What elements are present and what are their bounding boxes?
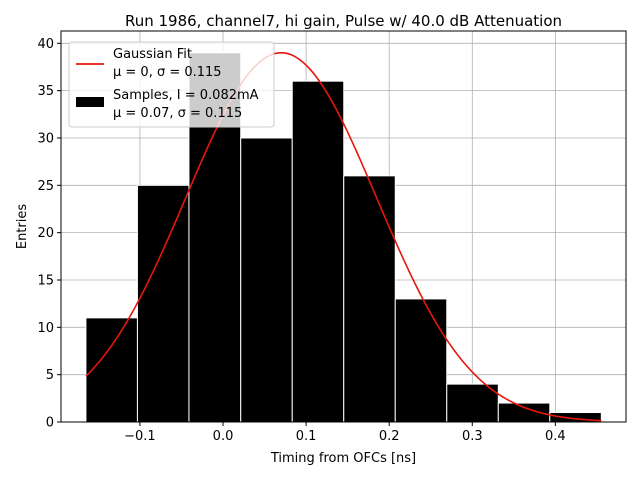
histogram-bars	[85, 52, 602, 423]
y-tick-label: 40	[37, 37, 54, 52]
histogram-bar	[446, 383, 499, 423]
histogram-bar	[343, 175, 396, 423]
y-tick-label: 35	[37, 84, 54, 99]
y-tick-label: 0	[46, 416, 54, 431]
legend-box	[68, 41, 275, 128]
histogram-bar	[85, 317, 138, 423]
legend-samples-swatch	[76, 97, 104, 107]
y-tick-label: 20	[37, 226, 54, 241]
x-tick-label: 0.2	[379, 429, 400, 444]
chart-title: Run 1986, channel7, hi gain, Pulse w/ 40…	[125, 12, 562, 30]
axis-ticks: −0.1 0.0 0.1 0.2 0.3 0.4 0 5 10 15 20 25 30 35 40	[37, 37, 565, 444]
histogram-bar	[291, 80, 345, 423]
x-tick-label: 0.3	[462, 429, 483, 444]
x-tick-label: 0.0	[213, 429, 234, 444]
gaussian-fit-layer	[85, 51, 602, 422]
y-tick-label: 5	[46, 368, 54, 383]
x-axis-label: Timing from OFCs [ns]	[270, 451, 416, 466]
plot-frame	[60, 30, 627, 423]
legend-fit-stats: μ = 0, σ = 0.115	[113, 65, 222, 80]
legend: Gaussian Fit μ = 0, σ = 0.115 Samples, I…	[68, 41, 275, 128]
y-axis-label: Entries	[15, 204, 30, 250]
legend-fit-label: Gaussian Fit	[113, 47, 192, 62]
legend-samples-stats: μ = 0.07, σ = 0.115	[113, 106, 242, 121]
y-tick-label: 25	[37, 179, 54, 194]
y-tick-label: 30	[37, 131, 54, 146]
gaussian-fit-curve	[85, 51, 602, 422]
x-tick-label: 0.1	[296, 429, 317, 444]
x-tick-label: −0.1	[124, 429, 156, 444]
y-tick-label: 10	[37, 321, 54, 336]
x-tick-label: 0.4	[545, 429, 566, 444]
histogram-bar	[136, 184, 190, 423]
y-tick-label: 15	[37, 273, 54, 288]
histogram-bar	[240, 137, 293, 423]
histogram-bar	[394, 298, 448, 423]
legend-samples-label: Samples, I = 0.082mA	[113, 88, 259, 103]
